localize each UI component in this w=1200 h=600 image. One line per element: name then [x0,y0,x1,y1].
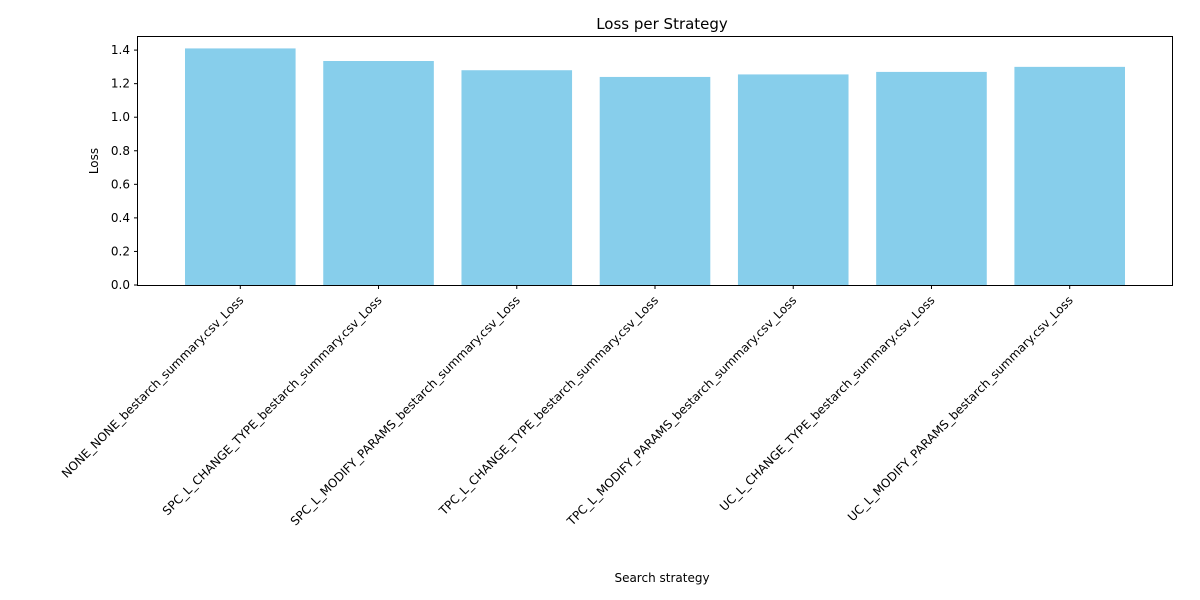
x-tick-label-5: TPC_L_MODIFY_PARAMS_bestarch_summary.csv… [564,293,800,529]
x-axis-label: Search strategy [614,571,709,585]
y-axis: 0.0 0.2 0.4 0.6 0.8 1.0 1.2 1.4 [111,43,138,292]
x-tick-label-3: SPC_L_MODIFY_PARAMS_bestarch_summary.csv… [288,293,523,528]
bar-3 [461,70,573,285]
bar-6 [876,71,987,285]
x-tick-label-7: UC_L_MODIFY_PARAMS_bestarch_summary.csv_… [845,293,1076,524]
bar-5 [737,74,849,285]
bars-group [185,48,1125,286]
y-tick-label-4: 0.6 [111,177,130,191]
x-axis: NONE_NONE_bestarch_summary.csv_LossSPC_L… [59,285,1076,529]
y-tick-label-3: 0.4 [111,211,130,225]
bar-7 [1014,66,1125,286]
y-tick-label-8: 1.4 [111,43,130,57]
y-tick-label-1: 0.0 [111,278,130,292]
y-tick-label-6: 1.0 [111,110,130,124]
y-tick-label-5: 0.8 [111,144,130,158]
plot-frame [137,36,1173,286]
x-tick-label-2: SPC_L_CHANGE_TYPE_bestarch_summary.csv_L… [160,293,385,518]
x-tick-label-6: UC_L_CHANGE_TYPE_bestarch_summary.csv_Lo… [717,293,938,514]
bar-2 [323,61,434,285]
x-tick-label-4: TPC_L_CHANGE_TYPE_bestarch_summary.csv_L… [436,293,661,518]
y-axis-label: Loss [87,148,101,174]
y-tick-label-2: 0.2 [111,244,130,258]
bar-1 [185,48,296,285]
chart-title: Loss per Strategy [596,15,728,33]
y-tick-label-7: 1.2 [111,77,130,91]
bar-4 [599,76,711,285]
